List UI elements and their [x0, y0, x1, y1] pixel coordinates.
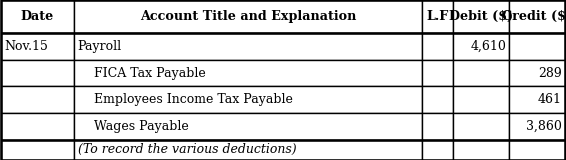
Bar	[453, 60, 509, 86]
Bar	[422, 86, 453, 113]
Text: Payroll: Payroll	[78, 40, 122, 53]
Bar	[74, 113, 422, 140]
Bar	[74, 60, 422, 86]
Bar	[509, 86, 565, 113]
Text: (To record the various deductions): (To record the various deductions)	[78, 143, 296, 156]
Bar	[1, 33, 74, 60]
Bar	[74, 0, 422, 33]
Bar	[453, 113, 509, 140]
Text: Wages Payable: Wages Payable	[78, 120, 188, 133]
Bar	[422, 60, 453, 86]
Text: FICA Tax Payable: FICA Tax Payable	[78, 67, 205, 80]
Bar	[1, 60, 74, 86]
Bar	[1, 113, 74, 140]
Text: Date: Date	[21, 10, 54, 23]
Bar	[453, 140, 509, 160]
Bar	[509, 60, 565, 86]
Text: L.F: L.F	[426, 10, 448, 23]
Text: 461: 461	[538, 93, 562, 106]
Bar	[1, 0, 74, 33]
Text: Account Title and Explanation: Account Title and Explanation	[140, 10, 356, 23]
Text: Credit ($): Credit ($)	[503, 10, 566, 23]
Bar	[422, 113, 453, 140]
Bar	[422, 0, 453, 33]
Bar	[422, 33, 453, 60]
Text: 4,610: 4,610	[470, 40, 506, 53]
Bar	[422, 140, 453, 160]
Text: Nov.15: Nov.15	[4, 40, 48, 53]
Bar	[1, 140, 74, 160]
Text: 289: 289	[538, 67, 562, 80]
Bar	[509, 0, 565, 33]
Bar	[74, 33, 422, 60]
Bar	[509, 140, 565, 160]
Bar	[509, 33, 565, 60]
Bar	[74, 86, 422, 113]
Bar	[74, 140, 422, 160]
Bar	[453, 33, 509, 60]
Text: 3,860: 3,860	[526, 120, 562, 133]
Text: Employees Income Tax Payable: Employees Income Tax Payable	[78, 93, 293, 106]
Bar	[453, 86, 509, 113]
Bar	[509, 113, 565, 140]
Bar	[1, 86, 74, 113]
Bar	[453, 0, 509, 33]
Text: Debit ($): Debit ($)	[449, 10, 513, 23]
